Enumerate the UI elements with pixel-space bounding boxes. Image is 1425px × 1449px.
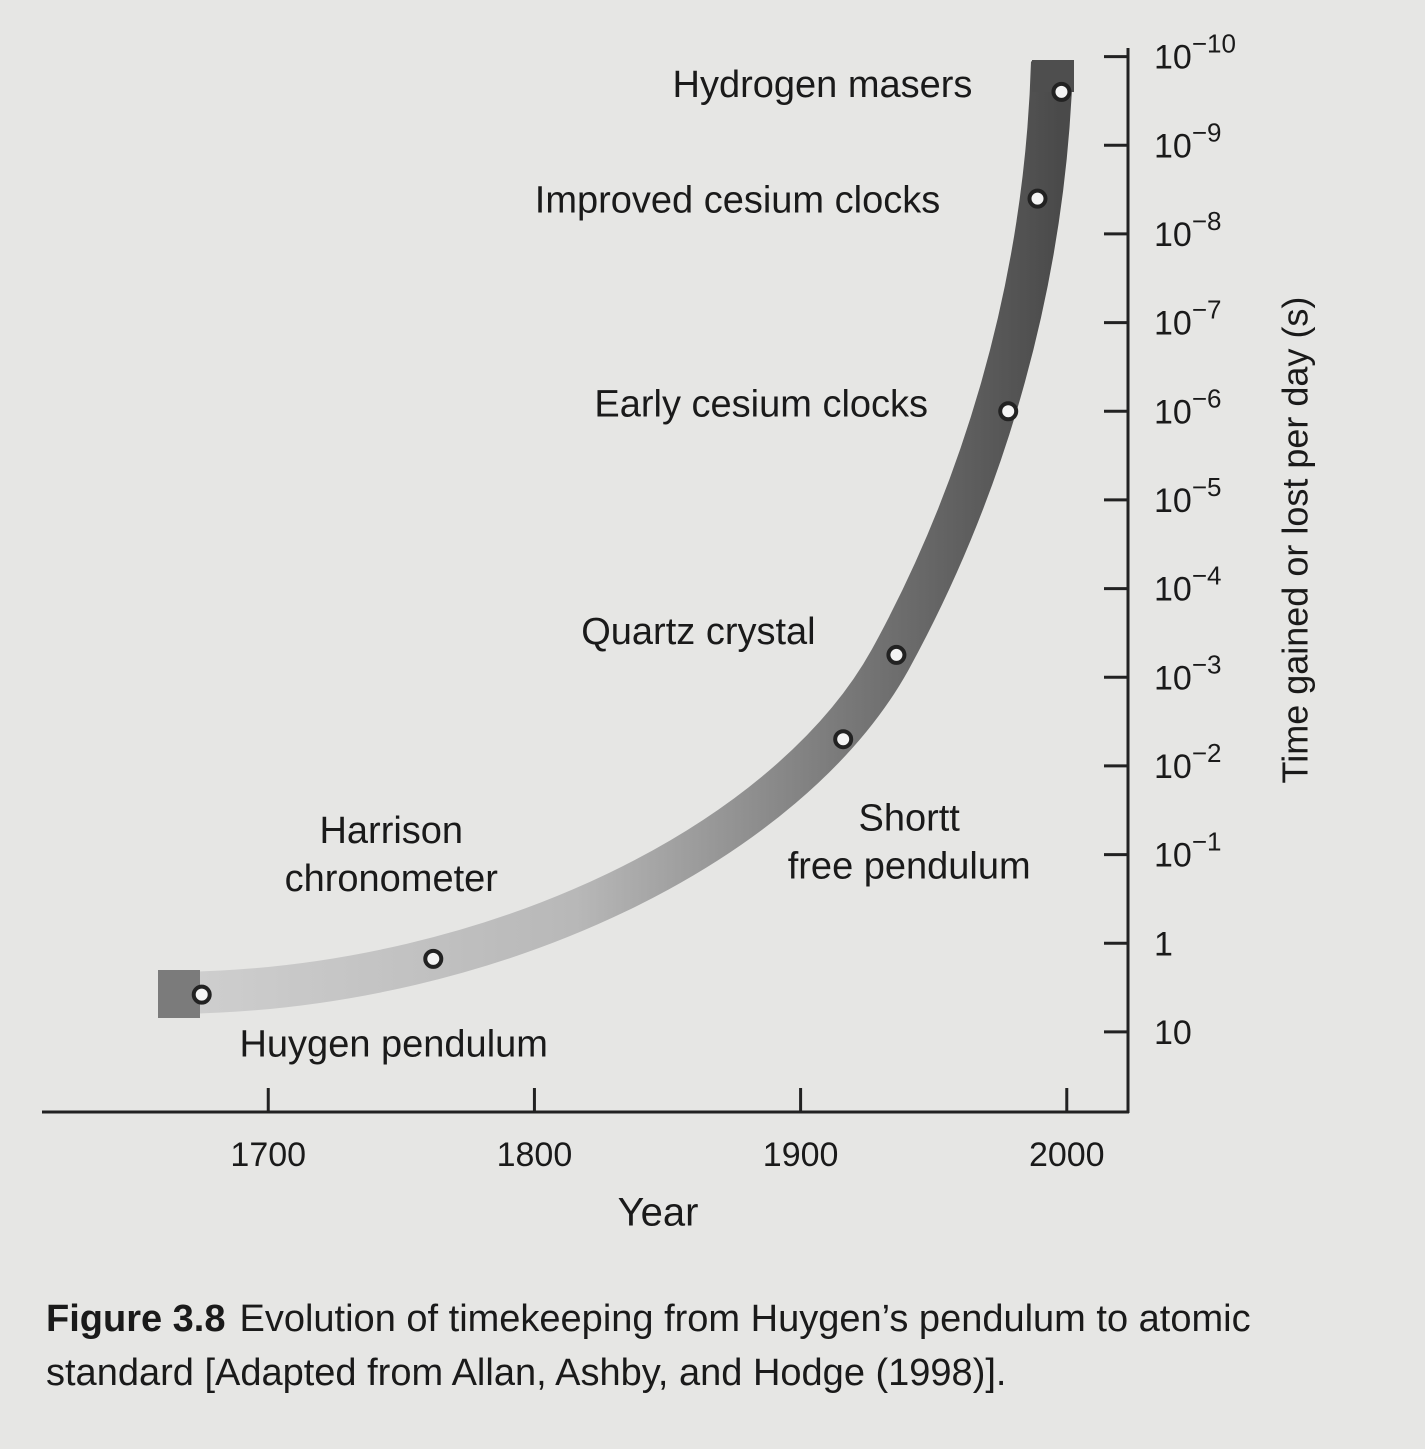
y-tick-label: 10−1	[1154, 827, 1221, 875]
x-tick-label: 1900	[763, 1136, 839, 1174]
y-axis-label: Time gained or lost per day (s)	[1275, 297, 1316, 784]
y-tick-label: 10−9	[1154, 117, 1221, 165]
point	[833, 729, 854, 750]
point-label: Hydrogen masers	[673, 64, 973, 106]
y-tick-label: 10−4	[1154, 561, 1221, 609]
x-tick-label: 1800	[497, 1136, 573, 1174]
x-axis-label: Year	[618, 1191, 699, 1235]
caption-label: Figure 3.8	[46, 1298, 226, 1340]
point-label: free pendulum	[788, 845, 1031, 887]
y-tick-label: 10−6	[1154, 383, 1221, 431]
point	[423, 948, 444, 969]
point	[191, 984, 212, 1005]
point-label: Improved cesium clocks	[535, 180, 940, 222]
point-label: Harrison	[319, 810, 463, 852]
point	[1027, 188, 1048, 209]
point-label: Huygen pendulum	[239, 1024, 547, 1066]
y-tick-label: 10−2	[1154, 738, 1221, 786]
chart: Year Time gained or lost per day (s) 170…	[42, 29, 1316, 1235]
point	[1051, 81, 1072, 102]
point-label: Shortt	[858, 797, 960, 839]
point-label: Early cesium clocks	[594, 383, 928, 425]
y-tick-label: 10−10	[1154, 29, 1236, 77]
y-tick-label: 10−3	[1154, 649, 1221, 697]
y-tick-label: 10	[1154, 1014, 1192, 1052]
y-tick-label: 1	[1154, 925, 1173, 963]
point	[886, 644, 907, 665]
caption-text: Evolution of timekeeping from Huygen’s p…	[46, 1298, 1251, 1394]
caption: Figure 3.8 Evolution of timekeeping from …	[46, 1292, 1396, 1400]
x-tick-label: 1700	[230, 1136, 306, 1174]
y-tick-label: 10−8	[1154, 206, 1221, 254]
y-tick-label: 10−7	[1154, 295, 1221, 343]
point	[998, 401, 1019, 422]
y-tick-label: 10−5	[1154, 472, 1221, 520]
trend-band	[179, 61, 1073, 1014]
point-label: Quartz crystal	[581, 611, 815, 653]
x-tick-label: 2000	[1029, 1136, 1105, 1174]
point-label: chronometer	[285, 858, 499, 900]
